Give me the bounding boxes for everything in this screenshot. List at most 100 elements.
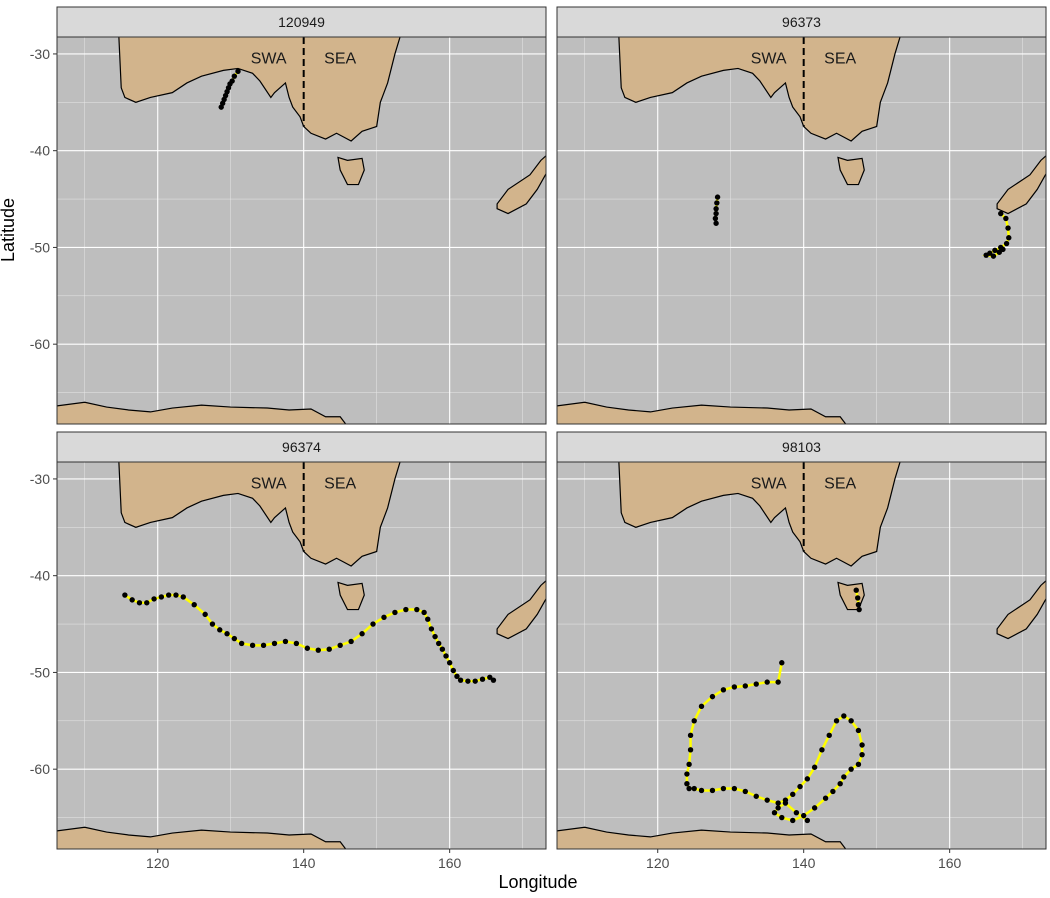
track-point	[326, 646, 332, 652]
y-tick-label: -40	[30, 143, 50, 159]
y-tick-label: -60	[30, 336, 50, 352]
track-point	[837, 780, 843, 787]
track-point	[713, 220, 719, 226]
track-point	[714, 200, 720, 206]
track-point	[800, 812, 807, 819]
track-point	[217, 627, 223, 633]
track-point	[381, 614, 387, 620]
track-point	[775, 805, 781, 811]
y-tick-label: -50	[30, 239, 50, 255]
track-point	[209, 621, 216, 627]
y-tick-label: -60	[30, 761, 50, 777]
panel-border	[56, 461, 547, 850]
track-point	[1006, 235, 1012, 241]
x-tick-label: 160	[938, 855, 962, 871]
panel-content: SWA SEA	[57, 462, 546, 849]
track-point	[830, 788, 836, 795]
track-point	[775, 800, 781, 806]
track-point	[304, 645, 311, 651]
panel-title: 96373	[782, 14, 821, 30]
track-point	[753, 681, 759, 687]
track-point	[720, 687, 727, 693]
track-point	[731, 785, 738, 792]
track-point	[191, 602, 197, 608]
track-point	[742, 683, 749, 689]
track-point	[790, 791, 796, 798]
track-point	[282, 638, 289, 645]
track-point	[779, 660, 785, 666]
track-point	[337, 642, 343, 649]
track-point	[713, 206, 719, 212]
track-point	[235, 68, 241, 75]
track-point	[684, 771, 690, 777]
track-point	[436, 640, 442, 647]
y-tick-label: -40	[30, 568, 50, 584]
track-point	[998, 210, 1004, 217]
track-point	[753, 793, 759, 799]
track-point	[136, 600, 143, 606]
region-label: SEA	[324, 476, 356, 493]
panel: 120949 SWA SEA -30 -40 -50 -60	[30, 6, 547, 425]
track-point	[414, 606, 420, 613]
panel-border	[556, 461, 1047, 850]
track-point	[811, 805, 818, 811]
x-tick-label: 120	[146, 855, 170, 871]
track-point	[348, 638, 354, 645]
track-point	[826, 732, 832, 739]
track-point	[686, 785, 692, 792]
track-point	[421, 609, 427, 616]
track-point	[457, 677, 464, 683]
track-point	[833, 718, 840, 724]
track-point	[231, 73, 238, 79]
strip	[56, 6, 547, 38]
x-tick-label: 160	[438, 855, 462, 871]
track-point	[231, 635, 238, 642]
track-point	[779, 814, 785, 821]
track-point	[797, 783, 803, 790]
track-point	[709, 693, 716, 700]
panel: 96373 SWA SEA	[556, 6, 1047, 425]
region-label: SEA	[824, 476, 856, 493]
track-point	[359, 631, 365, 637]
track-point	[202, 611, 208, 618]
panel: 98103 SWA SEA 120 140 160	[556, 431, 1047, 871]
region-label: SEA	[324, 51, 356, 68]
track-point	[848, 718, 854, 724]
track-point	[479, 676, 486, 682]
track-point	[487, 674, 493, 680]
panel-content: SWA SEA	[557, 37, 1046, 424]
track-point	[855, 761, 862, 768]
track-point	[855, 727, 862, 734]
track-point	[709, 787, 716, 794]
panel-content: SWA SEA	[57, 37, 546, 424]
track-point	[446, 660, 453, 666]
track-point	[684, 780, 690, 787]
track-point	[698, 787, 705, 794]
track-point	[793, 810, 800, 816]
track-point	[698, 703, 705, 709]
track-point	[841, 774, 847, 780]
track-point	[293, 640, 300, 647]
track-point	[432, 633, 438, 640]
x-axis-title: Longitude	[498, 872, 577, 892]
track-point	[1003, 215, 1009, 222]
panel-title: 98103	[782, 439, 821, 455]
y-tick-label: -50	[30, 664, 50, 680]
track-point	[151, 596, 157, 602]
track-point	[271, 640, 278, 647]
track-point	[249, 642, 256, 649]
region-label: SWA	[751, 51, 787, 68]
track-point	[782, 800, 789, 806]
track-point	[450, 667, 457, 674]
track-point	[855, 602, 862, 608]
region-label: SWA	[751, 476, 787, 493]
strip	[56, 431, 547, 463]
y-tick-label: -30	[30, 46, 50, 62]
track-point	[218, 104, 224, 110]
track-point	[403, 606, 409, 613]
track-point	[490, 677, 497, 683]
track-point	[439, 646, 446, 652]
track-point	[370, 621, 376, 627]
track-point	[129, 597, 135, 603]
track-point	[1005, 225, 1011, 231]
